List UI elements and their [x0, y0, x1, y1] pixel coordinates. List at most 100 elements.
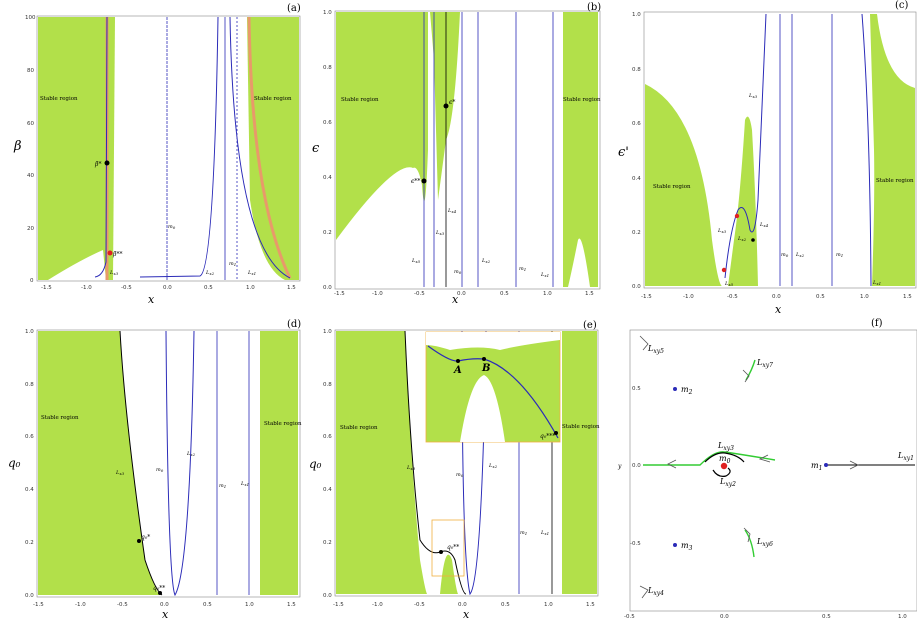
panel-a-ytick: 60: [27, 121, 34, 127]
panel-f-lxy7-curve: [745, 359, 756, 381]
panel-c-lx1-curve: [861, 13, 872, 287]
panel-d-stable-label-right: Stable region: [264, 421, 302, 427]
panel-e-q0-2star-label: q₀**: [447, 544, 459, 551]
panel-b-xtick: 1.5: [585, 291, 594, 297]
panel-b-xtick: 1.0: [543, 291, 552, 297]
panel-f-arrow-lxy4: [639, 585, 649, 599]
panel-d-stable-right: [260, 331, 298, 595]
panel-e-inset-white-hump: [460, 375, 505, 442]
panel-b-m1-label: m1: [519, 266, 526, 272]
panel-f-lxy5-label: Lxy5: [647, 344, 664, 355]
panel-b: ϵ** ϵ* Stable region Stable region Lx5 L…: [312, 2, 601, 306]
panel-c-yticks: 1.0 0.8 0.6 0.4 0.2 0.0: [632, 12, 641, 290]
panel-d-lx2-label: Lx2: [186, 451, 196, 457]
panel-e-lx1-label: Lx1: [540, 530, 549, 536]
panel-f-lxy4-label: Lxy4: [647, 586, 664, 597]
panel-b-lx3-label: Lx3: [435, 230, 445, 236]
panel-e-inset-curve: [427, 345, 559, 439]
panel-d-q0-2star-point: [158, 591, 162, 595]
panel-b-xticks: -1.5 -1.0 -0.5 0.0 0.5 1.0 1.5: [334, 291, 594, 297]
panel-c-lx3-label: Lx3: [717, 228, 727, 234]
panel-f-ytick: -0.5: [630, 541, 641, 547]
panel-b-ytick: 0.2: [323, 230, 332, 236]
panel-f-label: (f): [871, 318, 883, 329]
panel-a-ytick: 100: [25, 15, 36, 21]
panel-e-lx3-curve: [404, 330, 467, 595]
panel-e-m0-label: m0: [456, 472, 464, 478]
panel-d-frame: [36, 329, 301, 598]
panel-c-lx3-curve: [724, 13, 767, 279]
panel-e-xtick: -1.5: [333, 602, 344, 608]
panel-d-q0-2star-label: q₀**: [153, 585, 165, 592]
panel-d-lx3-curve: [119, 330, 163, 596]
panel-b-xtick: 0.0: [457, 291, 466, 297]
panel-d-q0-star-label: q₀*: [141, 534, 150, 541]
panel-a-stable-strip: [107, 17, 115, 280]
panel-d-m1-label: m1: [219, 483, 226, 489]
panel-b-xtick: -1.0: [372, 291, 383, 297]
panel-a-ytick: 80: [27, 68, 34, 74]
panel-e-ytick: 0.8: [323, 382, 332, 388]
panel-f-arrow-lxy5: [639, 335, 649, 351]
panel-c-frame: [643, 11, 917, 289]
panel-a-xlabel: x: [148, 293, 155, 306]
panel-d-xtick: 0.0: [160, 602, 169, 608]
panel-c-red-point-low: [721, 267, 727, 273]
panel-d-stable-label-left: Stable region: [41, 415, 79, 421]
panel-d-ytick: 0.0: [25, 593, 34, 599]
panel-a-beta-2star-point: [107, 250, 113, 256]
panel-a-lx2-curve: [139, 16, 219, 278]
panel-e-frame: [334, 329, 599, 597]
panel-a-lx3-curve: [94, 16, 108, 278]
panel-f-lxy6-label: Lxy6: [756, 537, 773, 548]
panel-f-lxy7-label: Lxy7: [756, 358, 773, 369]
panel-e-inset: A B q₀***: [425, 331, 561, 443]
panel-f-arrow-lxy6: [743, 527, 751, 543]
panel-d-xtick: 0.5: [203, 602, 212, 608]
panel-c-xtick: 0.5: [816, 294, 825, 300]
panel-c-lx2-small-label: Lx2: [737, 236, 747, 242]
panel-f-ytick: 0.5: [632, 386, 641, 392]
panel-c-lx2-label: Lx2: [795, 252, 805, 258]
panel-c-xtick: -1.0: [683, 294, 694, 300]
panel-d-xtick: 1.0: [245, 602, 254, 608]
panel-c-lx5-label: Lx5: [724, 281, 734, 287]
panel-f-m1-point: [824, 463, 828, 467]
panel-a-stable-label-right: Stable region: [254, 96, 292, 102]
panel-b-frame: [334, 10, 601, 290]
panel-e: q₀** A B q₀*** Stable region Stable regi…: [309, 320, 600, 621]
panel-e-ylabel: q₀: [309, 457, 322, 471]
panel-f-arrow-lxy7: [742, 369, 750, 383]
panel-b-lx2-label: Lx2: [481, 258, 491, 264]
panel-f-m2-label: m2: [681, 385, 693, 396]
panel-f-m0-label: m0: [719, 454, 731, 465]
panel-a-stable-left: [38, 17, 107, 280]
panel-d-xlabel: x: [162, 608, 169, 621]
panel-e-xtick: -1.0: [372, 602, 383, 608]
panel-b-ytick: 0.8: [323, 65, 332, 71]
panel-e-b-label: B: [481, 363, 490, 374]
panel-a-ylabel: β: [13, 139, 22, 154]
panel-a-xtick: 1.0: [246, 285, 255, 291]
panel-d-lx1-label: Lx1: [240, 481, 249, 487]
panel-d-label: (d): [287, 319, 301, 330]
panel-e-inset-white-top: [426, 332, 560, 350]
panel-e-zoom-box: [431, 519, 465, 577]
panel-f-arrow-left: [667, 459, 677, 469]
panel-e-point-a: [456, 359, 460, 363]
panel-f-m3-label: m3: [681, 541, 693, 552]
panel-d-stable-left: [38, 331, 160, 595]
panel-c-xticks: -1.5 -1.0 -0.5 0.0 0.5 1.0 1.5: [641, 294, 912, 300]
panel-c-xtick: -1.5: [641, 294, 652, 300]
panel-e-ytick: 0.6: [323, 434, 332, 440]
panel-d-ytick: 1.0: [25, 329, 34, 335]
panel-a-lx3-label: Lx3: [109, 270, 119, 276]
panel-e-yticks: 1.0 0.8 0.6 0.4 0.2 0.0: [323, 329, 332, 599]
panel-c-black-point: [751, 238, 755, 242]
panel-a-unstable-notch: [48, 250, 106, 280]
panel-e-a-label: A: [453, 365, 462, 376]
panel-f-m0-point: [720, 462, 728, 470]
panel-a-xtick: 0.5: [204, 285, 213, 291]
panel-b-lx5-label: Lx5: [411, 258, 421, 264]
